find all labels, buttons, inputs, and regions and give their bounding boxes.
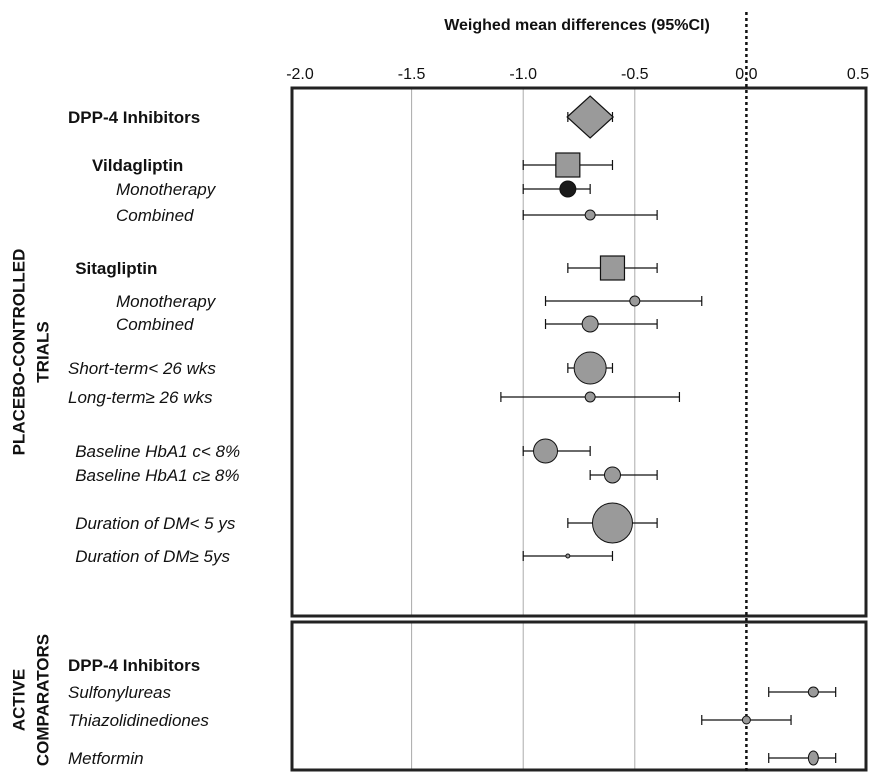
circle-marker (603, 466, 621, 484)
row-label: Baseline HbA1 c≥ 8% (75, 466, 239, 485)
circle-marker (807, 750, 819, 766)
row-label: Baseline HbA1 c< 8% (75, 442, 240, 461)
panel-label: COMPARATORS (33, 634, 52, 766)
circle-marker (581, 315, 599, 333)
circle-marker (573, 351, 607, 385)
x-axis-ticks: -2.0-1.5-1.0-0.50.00.5 (286, 66, 869, 83)
forest-row: Duration of DM≥ 5ys (75, 547, 614, 566)
circle-marker (591, 502, 633, 544)
panel-label: TRIALS (33, 321, 52, 382)
circle-marker (559, 180, 577, 198)
forest-row: Monotherapy (116, 292, 703, 311)
square-marker (599, 255, 626, 281)
row-label: Combined (116, 206, 194, 225)
forest-row: Thiazolidinediones (68, 711, 792, 730)
circle-marker (741, 715, 751, 725)
x-tick-label: 0.5 (847, 66, 869, 83)
forest-row: Duration of DM< 5 ys (75, 502, 658, 544)
row-label: Monotherapy (116, 180, 217, 199)
x-tick-label: -0.5 (621, 66, 649, 83)
forest-row: DPP-4 Inhibitors (68, 656, 200, 675)
chart-title: Weighed mean differences (95%CI) (444, 17, 710, 34)
forest-row: Vildagliptin (92, 152, 614, 178)
forest-row: Monotherapy (116, 180, 591, 199)
row-label: DPP-4 Inhibitors (68, 108, 200, 127)
row-label: Combined (116, 315, 194, 334)
row-label: Vildagliptin (92, 156, 183, 175)
row-label: Long-term≥ 26 wks (68, 388, 213, 407)
grid-lines (411, 88, 636, 770)
forest-row: Long-term≥ 26 wks (68, 388, 681, 407)
panel-label: PLACEBO-CONTROLLED (9, 249, 28, 456)
circle-marker (584, 209, 596, 221)
row-label: Sulfonylureas (68, 683, 172, 702)
row-label: Monotherapy (116, 292, 217, 311)
forest-row: Combined (116, 315, 658, 334)
x-tick-label: -1.5 (398, 66, 426, 83)
panel-frame (290, 86, 868, 618)
forest-row: Sulfonylureas (68, 683, 837, 702)
forest-row: Combined (116, 206, 658, 225)
forest-row: DPP-4 Inhibitors (68, 95, 615, 139)
circle-marker (565, 553, 571, 559)
square-marker (555, 152, 581, 178)
circle-marker (584, 391, 596, 403)
circle-marker (533, 438, 559, 464)
row-label: Duration of DM≥ 5ys (75, 547, 230, 566)
row-label: Short-term< 26 wks (68, 359, 216, 378)
row-label: Duration of DM< 5 ys (75, 514, 236, 533)
panel-frames (290, 86, 868, 772)
row-label: Sitagliptin (75, 259, 157, 278)
forest-row: Metformin (68, 749, 837, 768)
panel-frame (290, 620, 868, 772)
forest-row: Baseline HbA1 c≥ 8% (75, 466, 658, 485)
row-label: DPP-4 Inhibitors (68, 656, 200, 675)
panel-labels: PLACEBO-CONTROLLED TRIALS ACTIVE COMPARATOR… (9, 249, 52, 767)
forest-row: Short-term< 26 wks (68, 351, 614, 385)
row-label: Thiazolidinediones (68, 711, 209, 730)
panel-label: ACTIVE (9, 669, 28, 731)
diamond-marker (566, 95, 615, 139)
x-tick-label: -2.0 (286, 66, 314, 83)
circle-marker (629, 295, 641, 307)
x-tick-label: -1.0 (509, 66, 537, 83)
circle-marker (807, 686, 819, 698)
forest-row: Sitagliptin (75, 255, 658, 281)
row-label: Metformin (68, 749, 144, 768)
forest-rows: DPP-4 Inhibitors Vildagliptin Monotherapy C… (68, 95, 837, 768)
forest-row: Baseline HbA1 c< 8% (75, 438, 591, 464)
